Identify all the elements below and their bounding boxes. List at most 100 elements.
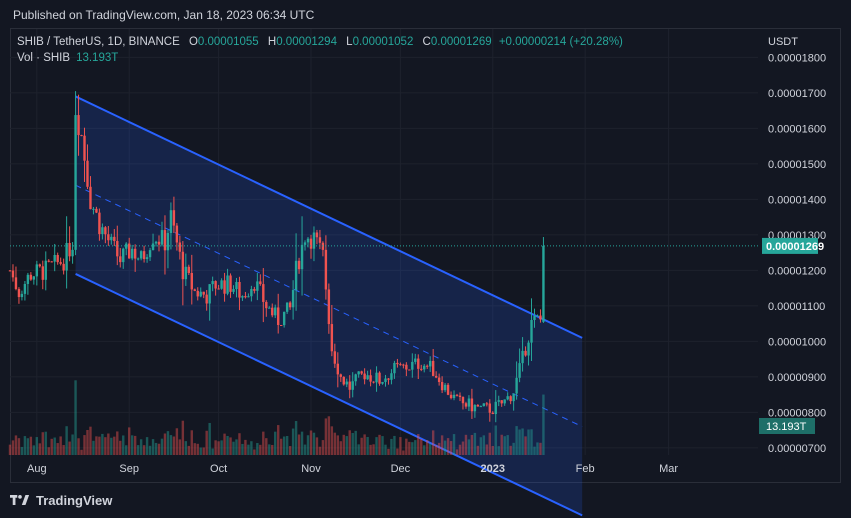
candle-body[interactable] [169, 210, 173, 234]
candle-body[interactable] [312, 232, 316, 249]
candle-body[interactable] [527, 342, 530, 356]
candle-body[interactable] [327, 289, 331, 325]
candle-body[interactable] [405, 364, 408, 370]
candle-body[interactable] [277, 307, 280, 325]
candle-body[interactable] [396, 362, 399, 365]
candle-body[interactable] [378, 372, 381, 384]
candle-body[interactable] [348, 381, 351, 390]
channel-upper-line[interactable] [75, 95, 583, 339]
candle-body[interactable] [122, 248, 125, 263]
candle-body[interactable] [485, 403, 489, 405]
candle-body[interactable] [68, 242, 71, 257]
candle-body[interactable] [417, 358, 420, 369]
candle-body[interactable] [178, 242, 182, 252]
candle-body[interactable] [428, 360, 432, 367]
candle-body[interactable] [542, 245, 545, 322]
candle-body[interactable] [101, 227, 104, 235]
brand-name[interactable]: TradingView [36, 492, 113, 508]
candle-body[interactable] [211, 281, 214, 285]
candle-body[interactable] [110, 236, 113, 241]
candle-body[interactable] [279, 324, 283, 326]
candle-body[interactable] [142, 251, 146, 260]
candle-body[interactable] [193, 289, 196, 291]
channel-lower-line[interactable] [75, 273, 583, 517]
candle-body[interactable] [369, 375, 372, 382]
candle-body[interactable] [300, 244, 304, 270]
candle-body[interactable] [372, 381, 375, 383]
candle-body[interactable] [408, 369, 411, 371]
candle-body[interactable] [223, 280, 226, 294]
candle-body[interactable] [130, 248, 134, 259]
candle-body[interactable] [56, 254, 59, 263]
candle-body[interactable] [235, 281, 238, 290]
candle-body[interactable] [157, 241, 161, 245]
candle-body[interactable] [259, 281, 262, 285]
candle-body[interactable] [342, 376, 345, 385]
candle-body[interactable] [148, 250, 152, 258]
candle-body[interactable] [306, 238, 310, 243]
candle-body[interactable] [503, 399, 506, 404]
candle-body[interactable] [366, 375, 369, 380]
candle-body[interactable] [360, 371, 363, 374]
candle-body[interactable] [226, 275, 229, 294]
candle-body[interactable] [125, 243, 128, 249]
candle-body[interactable] [303, 242, 307, 245]
candle-body[interactable] [175, 225, 179, 243]
candle-body[interactable] [95, 208, 98, 213]
candle-body[interactable] [402, 364, 405, 366]
candle-body[interactable] [333, 351, 337, 364]
candle-body[interactable] [190, 272, 193, 290]
candle-body[interactable] [494, 401, 497, 415]
candle-body[interactable] [113, 236, 116, 242]
candle-body[interactable] [274, 307, 277, 316]
candle-body[interactable] [381, 381, 384, 384]
candle-body[interactable] [414, 358, 417, 362]
candle-body[interactable] [500, 400, 503, 404]
symbol-name[interactable]: SHIB / TetherUS, 1D, BINANCE [17, 36, 180, 48]
candle-body[interactable] [446, 384, 450, 395]
candle-body[interactable] [92, 208, 95, 210]
candle-body[interactable] [214, 281, 217, 289]
candle-body[interactable] [271, 307, 274, 316]
candle-body[interactable] [479, 406, 483, 408]
candle-body[interactable] [387, 378, 390, 380]
candle-body[interactable] [8, 270, 12, 272]
candle-body[interactable] [151, 243, 155, 251]
candle-body[interactable] [184, 266, 188, 280]
candle-body[interactable] [250, 289, 253, 297]
candle-body[interactable] [29, 274, 33, 280]
candle-body[interactable] [536, 315, 539, 317]
candle-body[interactable] [282, 311, 286, 326]
candle-body[interactable] [268, 307, 271, 309]
candle-body[interactable] [351, 381, 354, 390]
candle-body[interactable] [423, 365, 426, 370]
candle-body[interactable] [172, 210, 176, 226]
candle-body[interactable] [476, 404, 480, 407]
candle-body[interactable] [539, 315, 542, 320]
candle-body[interactable] [339, 374, 342, 377]
candle-body[interactable] [199, 291, 202, 297]
candle-body[interactable] [59, 262, 62, 264]
candle-body[interactable] [440, 382, 444, 391]
candle-body[interactable] [247, 296, 250, 298]
candle-body[interactable] [104, 227, 107, 235]
candle-body[interactable] [154, 241, 158, 244]
candle-body[interactable] [47, 260, 50, 262]
candle-body[interactable] [324, 249, 328, 290]
candle-body[interactable] [50, 261, 53, 263]
candle-body[interactable] [518, 363, 521, 378]
candle-body[interactable] [315, 232, 319, 238]
candle-body[interactable] [107, 234, 110, 241]
candle-body[interactable] [491, 412, 494, 415]
candle-body[interactable] [205, 294, 208, 304]
candle-body[interactable] [524, 350, 527, 356]
candle-body[interactable] [399, 364, 402, 366]
candle-body[interactable] [256, 281, 259, 291]
candle-body[interactable] [62, 263, 65, 271]
candle-body[interactable] [452, 394, 456, 399]
candle-body[interactable] [229, 275, 232, 292]
candle-body[interactable] [38, 264, 42, 267]
candle-body[interactable] [244, 296, 247, 298]
candle-body[interactable] [449, 394, 453, 399]
